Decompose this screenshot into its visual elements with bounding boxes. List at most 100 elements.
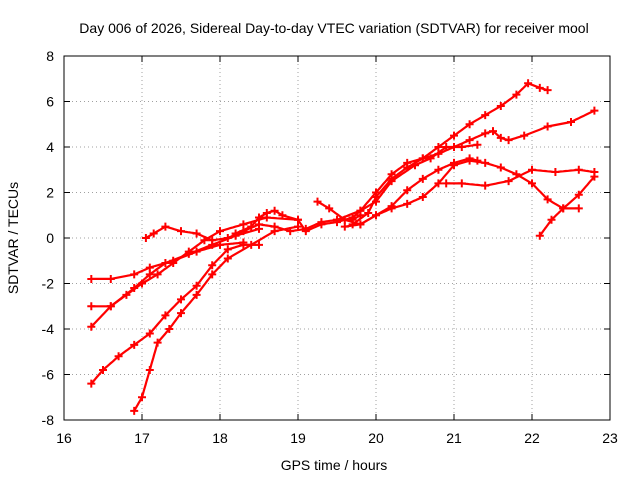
series-line <box>351 82 549 226</box>
data-point-marker <box>473 140 482 149</box>
data-point-marker <box>184 247 193 256</box>
data-series <box>87 79 599 415</box>
series-track-2 <box>87 238 248 283</box>
series-line <box>343 159 580 228</box>
data-point-marker <box>457 179 466 188</box>
data-point-marker <box>87 274 96 283</box>
data-point-marker <box>450 161 458 170</box>
y-tick-label: 8 <box>46 48 54 64</box>
y-tick-label: -2 <box>42 276 55 292</box>
data-point-marker <box>223 234 232 242</box>
data-point-marker <box>138 279 146 288</box>
y-tick-label: 4 <box>46 139 54 155</box>
data-point-marker <box>278 211 287 220</box>
data-point-marker <box>106 302 115 311</box>
data-point-marker <box>356 206 365 215</box>
x-tick-label: 18 <box>212 430 228 446</box>
data-point-marker <box>434 179 443 188</box>
data-point-marker <box>356 220 365 229</box>
data-point-marker <box>489 127 497 136</box>
data-point-marker <box>543 195 552 204</box>
x-tick-label: 21 <box>446 430 462 446</box>
data-point-marker <box>496 102 505 111</box>
data-point-marker <box>231 229 240 238</box>
data-point-marker <box>387 174 396 183</box>
data-point-marker <box>145 329 154 338</box>
data-point-marker <box>465 156 474 165</box>
y-tick-label: 2 <box>46 185 54 201</box>
data-point-marker <box>223 245 232 254</box>
data-point-marker <box>450 131 458 140</box>
data-point-marker <box>247 240 256 249</box>
data-point-marker <box>130 270 139 279</box>
data-point-marker <box>145 263 154 272</box>
data-point-marker <box>192 229 201 238</box>
series-track-10 <box>340 156 583 231</box>
data-point-marker <box>165 325 174 333</box>
data-point-marker <box>141 234 150 242</box>
data-point-marker <box>481 181 490 190</box>
data-point-marker <box>255 220 263 229</box>
data-point-marker <box>106 274 115 283</box>
data-point-marker <box>547 215 556 224</box>
data-point-marker <box>496 133 505 142</box>
data-point-marker <box>325 204 334 213</box>
data-point-marker <box>208 270 217 279</box>
data-point-marker <box>153 270 162 279</box>
data-point-marker <box>161 222 170 231</box>
data-point-marker <box>403 186 412 195</box>
data-point-marker <box>481 129 490 138</box>
data-point-marker <box>317 220 326 229</box>
data-point-marker <box>590 106 599 115</box>
data-point-marker <box>333 215 341 224</box>
data-point-marker <box>418 174 427 183</box>
data-point-marker <box>465 120 474 129</box>
data-point-marker <box>450 143 458 151</box>
x-tick-label: 16 <box>56 430 72 446</box>
data-point-marker <box>481 158 490 167</box>
series-line <box>133 225 300 412</box>
data-point-marker <box>239 238 248 247</box>
series-line <box>90 243 261 385</box>
data-point-marker <box>270 206 279 215</box>
data-point-marker <box>543 122 552 131</box>
data-point-marker <box>208 236 217 245</box>
chart-title: Day 006 of 2026, Sidereal Day-to-day VTE… <box>79 20 588 36</box>
data-point-marker <box>403 163 412 172</box>
data-point-marker <box>520 131 529 140</box>
data-point-marker <box>496 163 505 172</box>
data-point-marker <box>270 222 279 231</box>
data-point-marker <box>574 165 583 174</box>
data-point-marker <box>130 340 139 349</box>
data-point-marker <box>590 172 599 181</box>
series-track-12 <box>442 165 599 190</box>
x-tick-label: 19 <box>290 430 306 446</box>
y-tick-label: -8 <box>42 412 55 428</box>
data-point-marker <box>286 227 295 236</box>
series-track-13 <box>535 172 599 240</box>
data-point-marker <box>255 213 263 222</box>
data-point-marker <box>87 379 96 388</box>
data-point-marker <box>524 79 533 88</box>
data-point-marker <box>574 204 583 213</box>
data-point-marker <box>348 220 357 229</box>
data-point-marker <box>528 165 536 174</box>
x-axis: 16 17 18 19 20 21 22 23 <box>56 56 618 446</box>
data-point-marker <box>340 222 349 231</box>
data-point-marker <box>177 309 185 318</box>
data-point-marker <box>535 231 544 240</box>
y-axis-label: SDTVAR / TECUs <box>5 182 21 294</box>
grid <box>64 56 610 420</box>
data-point-marker <box>535 83 544 92</box>
data-point-marker <box>465 136 474 145</box>
data-point-marker <box>239 220 248 229</box>
y-tick-label: -4 <box>42 321 55 337</box>
data-point-marker <box>434 165 443 174</box>
series-line <box>144 214 362 242</box>
data-point-marker <box>294 215 302 224</box>
data-point-marker <box>403 199 412 208</box>
data-point-marker <box>551 168 560 177</box>
data-point-marker <box>372 211 380 220</box>
x-tick-label: 22 <box>524 430 540 446</box>
data-point-marker <box>512 90 521 99</box>
